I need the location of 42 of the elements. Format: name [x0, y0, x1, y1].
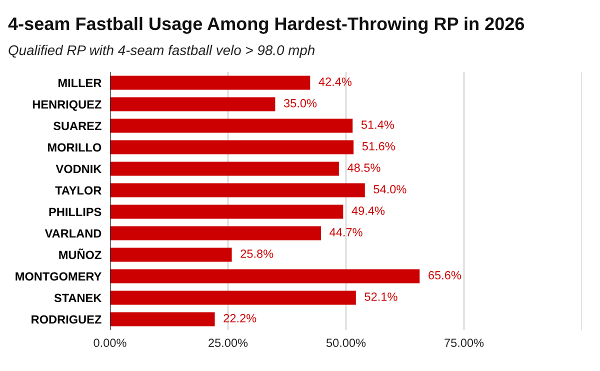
bar — [110, 248, 232, 262]
bar — [110, 97, 276, 112]
data-label: 65.6% — [428, 271, 462, 280]
bar — [110, 76, 310, 90]
bar — [110, 226, 321, 240]
y-tick-label: VARLAND — [44, 229, 102, 238]
y-tick-label: RODRIGUEZ — [32, 315, 102, 324]
data-label: 25.8% — [240, 250, 274, 258]
data-label: 52.1% — [364, 292, 398, 301]
bar — [110, 269, 420, 284]
bar — [110, 290, 356, 305]
chart-subtitle: Qualified RP with 4-seam fastball velo > 98.0 mph — [8, 44, 314, 58]
data-label: 51.6% — [362, 142, 395, 150]
y-tick-label: MORILLO — [48, 143, 102, 152]
bar — [110, 312, 215, 326]
bar — [110, 204, 344, 219]
data-label: 49.4% — [352, 206, 385, 215]
data-label: 54.0% — [374, 185, 406, 194]
y-tick-label: PHILLIPS — [49, 208, 102, 216]
y-tick-label: MILLER — [58, 78, 102, 88]
x-tick-label: 50.00% — [326, 338, 366, 348]
x-tick-label: 75.00% — [444, 338, 484, 348]
y-tick-label: MONTGOMERY — [16, 272, 102, 281]
y-tick-label: MUÑOZ — [59, 248, 102, 260]
x-tick-label: 0.00% — [94, 338, 126, 348]
data-label: 44.7% — [330, 228, 362, 236]
bar — [110, 162, 339, 176]
x-tick-label: 25.00% — [208, 338, 248, 348]
bar — [110, 140, 354, 154]
y-tick-label: VODNIK — [56, 164, 102, 174]
y-tick-label: HENRIQUEZ — [32, 100, 102, 111]
y-tick-label: STANEK — [54, 294, 102, 302]
data-label: 35.0% — [284, 99, 317, 108]
bar — [110, 183, 365, 198]
data-label: 22.2% — [224, 314, 256, 322]
data-label: 48.5% — [348, 164, 380, 172]
data-label: 51.4% — [361, 120, 394, 129]
y-tick-label: SUAREZ — [53, 122, 102, 130]
y-tick-label: TAYLOR — [55, 186, 102, 195]
data-label: 42.4% — [318, 78, 352, 86]
chart-title: 4-seam Fastball Usage Among Hardest-Throwing RP in 2026 — [8, 16, 524, 34]
bar — [110, 118, 353, 133]
